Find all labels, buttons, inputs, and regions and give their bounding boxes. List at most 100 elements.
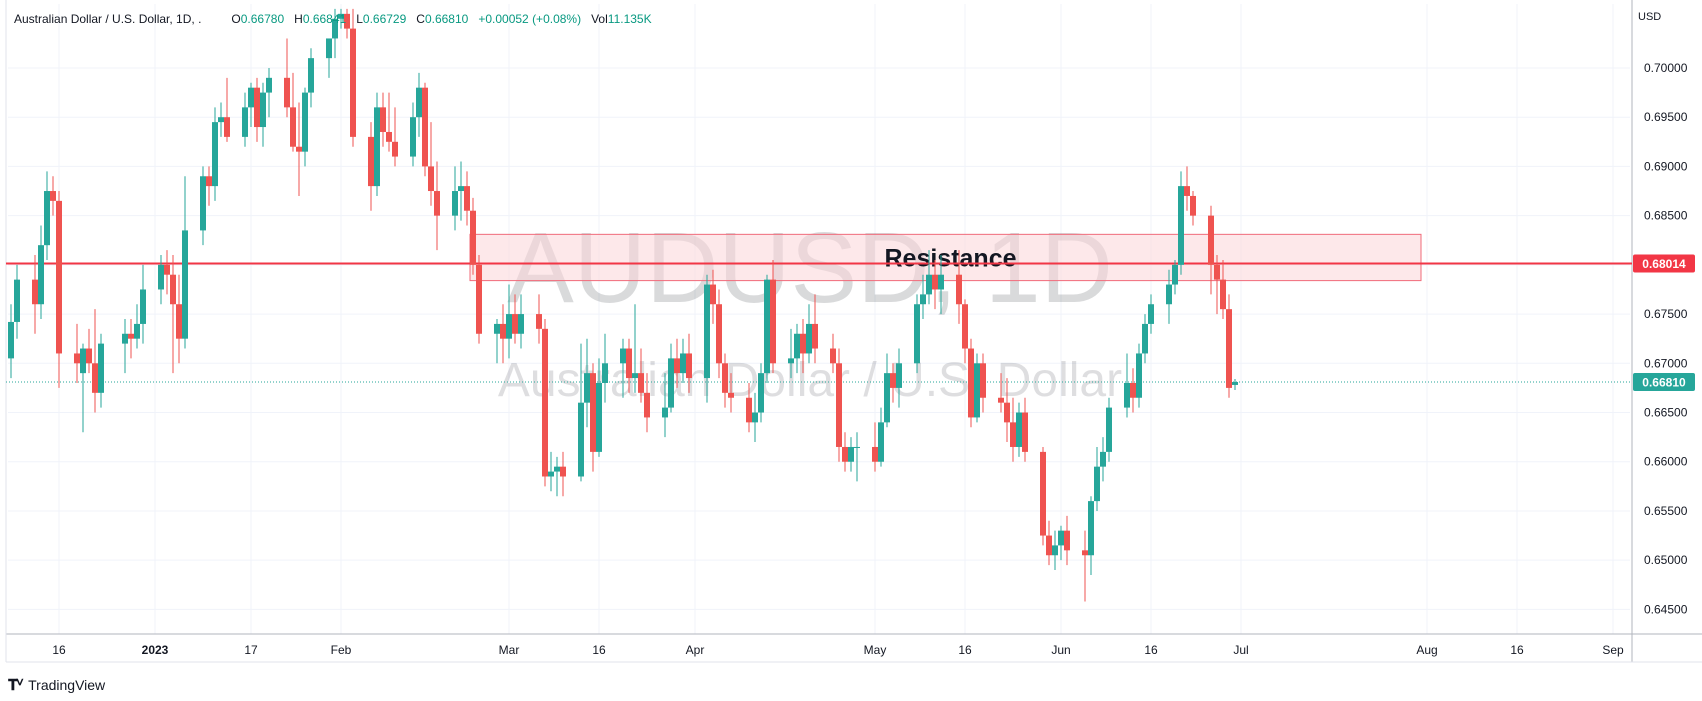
candle[interactable] bbox=[626, 338, 632, 393]
candle[interactable] bbox=[662, 373, 668, 438]
candle[interactable] bbox=[1232, 378, 1238, 390]
candle[interactable] bbox=[170, 255, 176, 374]
candle[interactable] bbox=[140, 264, 146, 344]
candle[interactable] bbox=[842, 432, 848, 472]
candle[interactable] bbox=[266, 67, 272, 118]
candle[interactable] bbox=[584, 338, 590, 428]
candle[interactable] bbox=[1010, 397, 1016, 462]
candle[interactable] bbox=[44, 171, 50, 260]
candle[interactable] bbox=[452, 166, 458, 231]
candle[interactable] bbox=[1190, 191, 1196, 226]
candle[interactable] bbox=[134, 304, 140, 349]
candle[interactable] bbox=[38, 225, 44, 319]
candle[interactable] bbox=[1166, 269, 1172, 324]
candle[interactable] bbox=[1022, 397, 1028, 462]
candle[interactable] bbox=[1136, 343, 1142, 408]
candle[interactable] bbox=[914, 294, 920, 374]
candle[interactable] bbox=[596, 358, 602, 457]
candle[interactable] bbox=[884, 353, 890, 428]
candle[interactable] bbox=[392, 107, 398, 167]
candle[interactable] bbox=[8, 304, 14, 379]
candle[interactable] bbox=[1040, 446, 1046, 546]
candle[interactable] bbox=[86, 328, 92, 374]
candle[interactable] bbox=[806, 304, 812, 364]
candle[interactable] bbox=[1172, 259, 1178, 295]
candle[interactable] bbox=[644, 373, 650, 433]
candle[interactable] bbox=[620, 338, 626, 398]
candle[interactable] bbox=[926, 250, 932, 305]
candle[interactable] bbox=[128, 319, 134, 359]
candle[interactable] bbox=[470, 197, 476, 275]
candle[interactable] bbox=[872, 422, 878, 472]
candle[interactable] bbox=[374, 92, 380, 196]
candle[interactable] bbox=[746, 382, 752, 433]
candle[interactable] bbox=[416, 72, 422, 137]
candle[interactable] bbox=[80, 343, 86, 433]
candle[interactable] bbox=[668, 343, 674, 413]
candle[interactable] bbox=[1100, 437, 1106, 482]
candle[interactable] bbox=[542, 319, 548, 487]
tradingview-brand[interactable]: 𝐓ⱽ TradingView bbox=[8, 676, 105, 694]
candle[interactable] bbox=[434, 161, 440, 251]
candle[interactable] bbox=[1214, 255, 1220, 315]
candle[interactable] bbox=[326, 38, 332, 78]
candle[interactable] bbox=[638, 348, 644, 403]
candle[interactable] bbox=[536, 294, 542, 344]
candle[interactable] bbox=[1208, 205, 1214, 295]
candle[interactable] bbox=[836, 348, 842, 462]
candle[interactable] bbox=[962, 299, 968, 364]
candle[interactable] bbox=[704, 274, 710, 403]
candle[interactable] bbox=[1226, 294, 1232, 398]
candle[interactable] bbox=[602, 333, 608, 403]
candle[interactable] bbox=[350, 8, 356, 147]
candle[interactable] bbox=[368, 122, 374, 211]
candle[interactable] bbox=[956, 250, 962, 324]
candle[interactable] bbox=[1046, 520, 1052, 566]
candle[interactable] bbox=[74, 323, 80, 383]
candle[interactable] bbox=[332, 8, 338, 59]
candle[interactable] bbox=[212, 107, 218, 201]
candle[interactable] bbox=[386, 92, 392, 152]
candle[interactable] bbox=[758, 363, 764, 423]
candle[interactable] bbox=[812, 294, 818, 364]
candle[interactable] bbox=[494, 319, 500, 364]
candle[interactable] bbox=[590, 363, 596, 472]
price-axis[interactable]: 0.700000.695000.690000.685000.680000.675… bbox=[1633, 61, 1695, 616]
candle[interactable] bbox=[980, 353, 986, 413]
candle[interactable] bbox=[1142, 314, 1148, 364]
candle[interactable] bbox=[338, 8, 344, 29]
candle[interactable] bbox=[998, 373, 1004, 413]
candle[interactable] bbox=[938, 255, 944, 315]
symbol-title[interactable]: Australian Dollar / U.S. Dollar, 1D, . bbox=[14, 12, 202, 26]
candle[interactable] bbox=[98, 333, 104, 408]
candle[interactable] bbox=[1064, 515, 1070, 566]
resistance-zone[interactable]: Resistance bbox=[469, 233, 1422, 282]
candle[interactable] bbox=[122, 319, 128, 374]
candle[interactable] bbox=[260, 82, 266, 147]
candle[interactable] bbox=[422, 82, 428, 177]
candle[interactable] bbox=[794, 323, 800, 374]
candle[interactable] bbox=[1016, 402, 1022, 457]
candle[interactable] bbox=[968, 338, 974, 428]
candle[interactable] bbox=[344, 8, 350, 39]
candle[interactable] bbox=[578, 343, 584, 482]
candlestick-series[interactable] bbox=[8, 8, 1238, 602]
candle[interactable] bbox=[548, 451, 554, 492]
candle[interactable] bbox=[500, 304, 506, 364]
candle[interactable] bbox=[830, 333, 836, 374]
candle[interactable] bbox=[518, 294, 524, 349]
candle[interactable] bbox=[428, 122, 434, 206]
candle[interactable] bbox=[932, 259, 938, 310]
candle[interactable] bbox=[1058, 525, 1064, 561]
candle[interactable] bbox=[1130, 368, 1136, 413]
candle[interactable] bbox=[182, 176, 188, 349]
candle[interactable] bbox=[248, 82, 254, 128]
candle[interactable] bbox=[218, 102, 224, 137]
candle[interactable] bbox=[476, 255, 482, 344]
candle[interactable] bbox=[686, 333, 692, 393]
candle[interactable] bbox=[878, 407, 884, 467]
resistance-price-badge[interactable]: 0.68014 bbox=[1633, 254, 1695, 273]
candle[interactable] bbox=[158, 255, 164, 305]
candle[interactable] bbox=[1094, 446, 1100, 511]
